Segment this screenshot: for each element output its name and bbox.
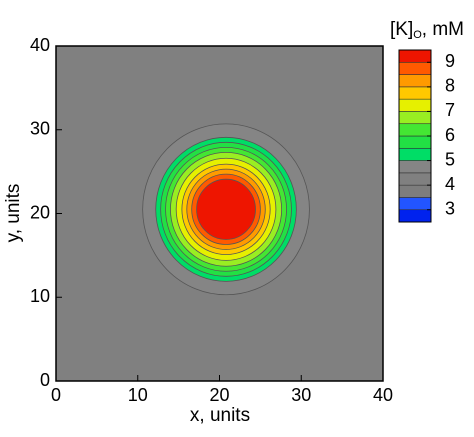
y-tick-label: 20: [30, 202, 50, 222]
y-tick-label: 40: [30, 35, 50, 55]
x-tick-label: 30: [291, 385, 311, 405]
colorbar-block: [398, 135, 432, 149]
x-tick-label: 0: [51, 385, 61, 405]
y-tick-label: 30: [30, 119, 50, 139]
colorbar-tick-label: 8: [445, 76, 455, 96]
y-axis-label: y, units: [3, 184, 24, 243]
colorbar-tick-label: 5: [445, 149, 455, 169]
contour-region: [196, 178, 256, 240]
colorbar-title-subscript: O: [413, 29, 422, 41]
colorbar-tick-label: 3: [445, 198, 455, 218]
colorbar-block: [398, 147, 432, 161]
colorbar-tick-label: 6: [445, 125, 455, 145]
y-tick-label: 10: [30, 286, 50, 306]
y-tick-label: 0: [40, 370, 50, 390]
x-axis-label: x, units: [190, 405, 250, 426]
colorbar-title: [K]O, mM: [390, 19, 464, 41]
colorbar-title-main: [K]: [390, 19, 413, 40]
colorbar-tick-label: 4: [445, 174, 455, 194]
colorbar-block: [398, 86, 432, 100]
colorbar-block: [398, 184, 432, 198]
x-tick-label: 20: [209, 385, 229, 405]
colorbar-block: [398, 123, 432, 137]
colorbar-block: [398, 160, 432, 174]
colorbar-block: [398, 98, 432, 112]
x-tick-label: 10: [128, 385, 148, 405]
colorbar-title-unit: , mM: [422, 19, 464, 40]
colorbar-block: [398, 49, 432, 63]
colorbar-block: [398, 111, 432, 125]
colorbar-block: [398, 209, 432, 223]
colorbar-block: [398, 61, 432, 75]
colorbar-tick-label: 7: [445, 100, 455, 120]
colorbar-block: [398, 172, 432, 186]
x-tick-label: 40: [373, 385, 393, 405]
colorbar-block: [398, 197, 432, 211]
colorbar-tick-label: 9: [445, 51, 455, 71]
colorbar-block: [398, 74, 432, 88]
